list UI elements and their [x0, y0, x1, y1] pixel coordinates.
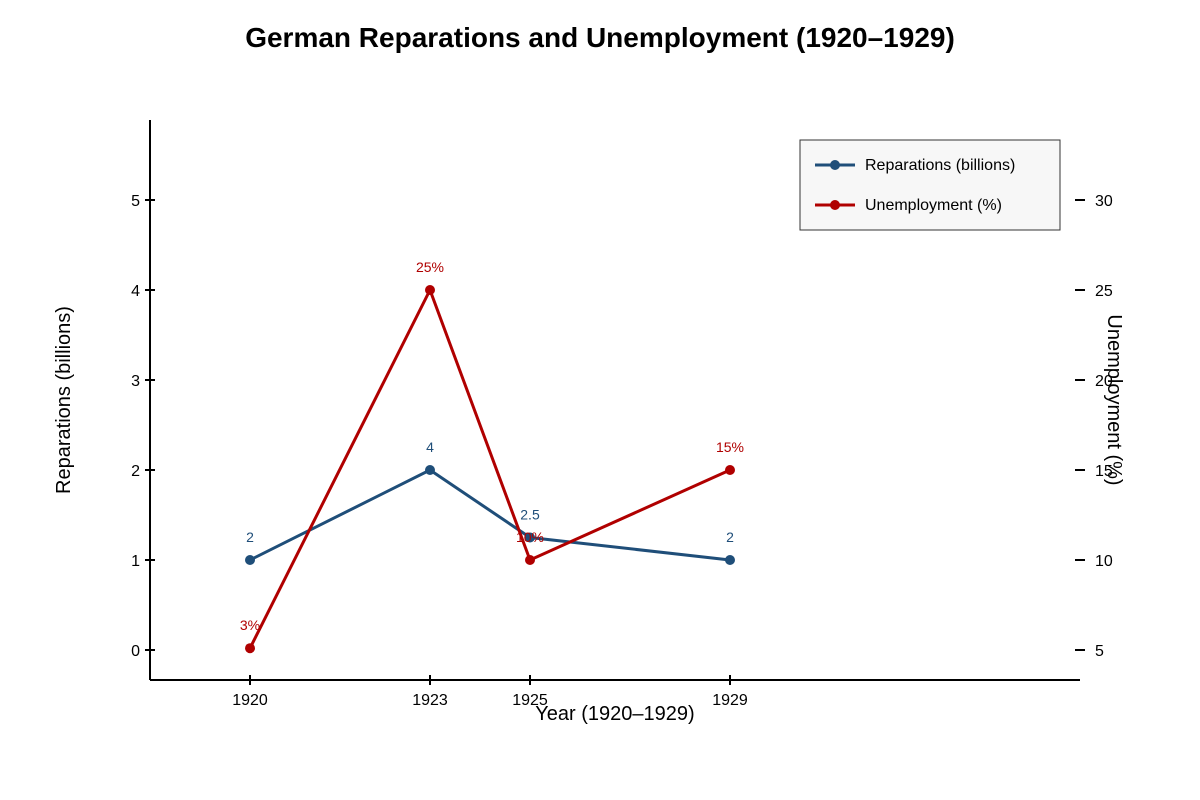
y-left-tick-label: 4	[131, 283, 140, 300]
data-label: 2	[726, 529, 734, 545]
x-tick-label: 1925	[512, 692, 548, 709]
data-label: 2	[246, 529, 254, 545]
axes: 0 1 2 3 4 5 5 10 15 20 25 30 1920 1923 1925 1929 Year (1…	[53, 120, 1125, 725]
series-reparations: 242.52	[245, 439, 735, 565]
y-left-tick-label: 3	[131, 373, 140, 390]
data-label: 25%	[416, 259, 444, 275]
data-label: 3%	[240, 617, 260, 633]
legend-item-label: Unemployment (%)	[865, 197, 1002, 214]
y-left-tick-label: 2	[131, 463, 140, 480]
data-point	[725, 465, 735, 475]
data-point	[425, 465, 435, 475]
y-left-tick-label: 1	[131, 553, 140, 570]
y-axis-right-title: Unemployment (%)	[1103, 314, 1125, 485]
x-tick-label: 1923	[412, 692, 448, 709]
data-point	[725, 555, 735, 565]
data-label: 10%	[516, 529, 544, 545]
chart-title: German Reparations and Unemployment (192…	[245, 22, 955, 53]
x-tick-label: 1920	[232, 692, 268, 709]
y-right-tick-label: 25	[1095, 283, 1113, 300]
y-right-tick-label: 15	[1095, 463, 1113, 480]
data-point	[245, 643, 255, 654]
x-tick-label: 1929	[712, 692, 748, 709]
data-label: 15%	[716, 439, 744, 455]
data-label: 4	[426, 439, 434, 455]
data-point	[525, 532, 535, 543]
series-line	[248, 286, 731, 649]
legend-marker	[830, 160, 840, 170]
data-point	[425, 285, 435, 295]
legend-marker	[830, 200, 840, 210]
series-line	[249, 468, 731, 562]
y-right-tick-label: 5	[1095, 643, 1104, 660]
series-layer: 242.523%25%10%15%	[240, 259, 744, 654]
x-axis-title: Year (1920–1929)	[535, 703, 694, 725]
series-unemployment: 3% 25% 10% 15%	[240, 259, 744, 654]
y-left-tick-label: 0	[131, 643, 140, 660]
legend-item-label: Reparations (billions)	[865, 157, 1015, 174]
y-right-tick-label: 30	[1095, 193, 1113, 210]
data-point	[245, 555, 255, 565]
data-label: 2.5	[520, 507, 540, 523]
legend-box	[799, 139, 1061, 231]
data-point	[525, 555, 535, 565]
y-right-tick-label: 20	[1095, 373, 1113, 390]
legend: Reparations (billions) Unemployment (%)	[799, 139, 1061, 231]
y-right-tick-label: 10	[1095, 553, 1113, 570]
y-axis-left-title: Reparations (billions)	[53, 306, 75, 494]
y-left-tick-label: 5	[131, 193, 140, 210]
